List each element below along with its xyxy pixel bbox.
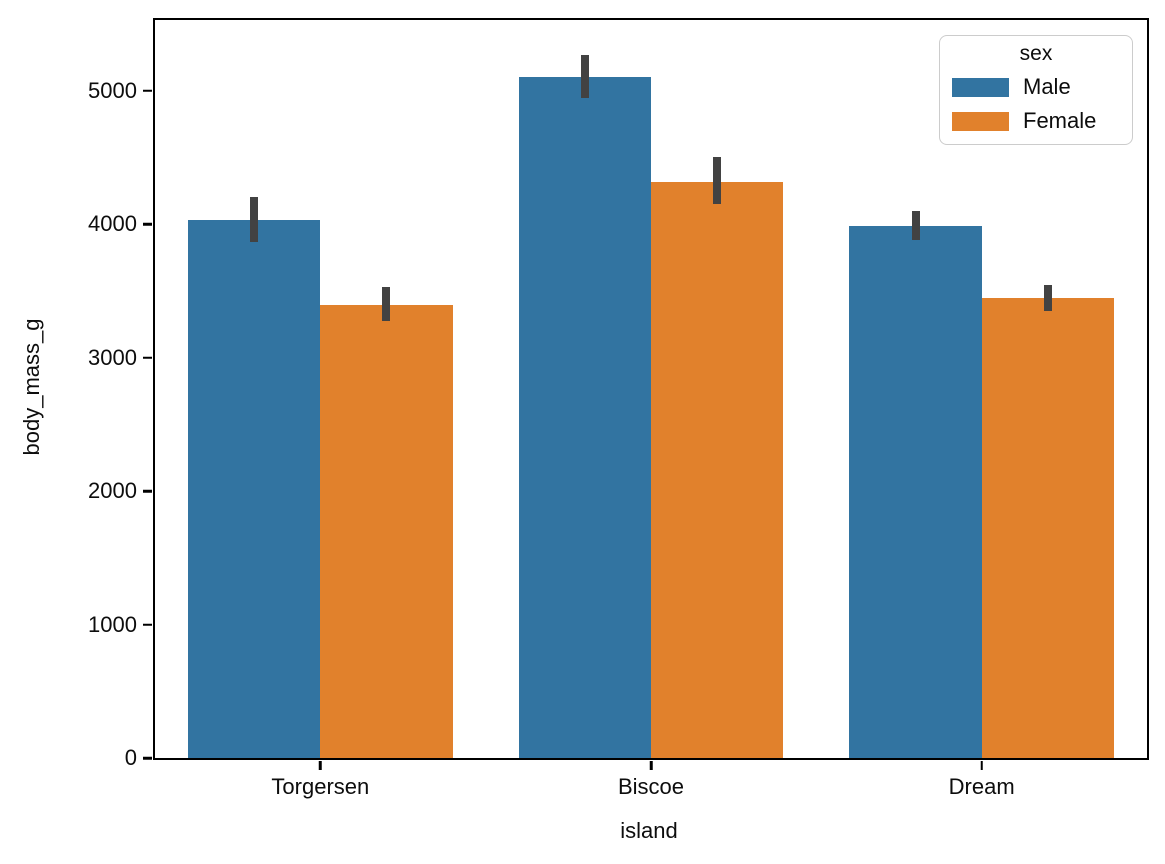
x-tick-label-torgersen: Torgersen xyxy=(271,774,370,799)
errorbar-biscoe-male xyxy=(580,54,589,99)
y-tick-label: 3000 xyxy=(88,344,137,370)
legend-title: sex xyxy=(1019,42,1053,65)
plot-area: 0 1000 2000 3000 4000 5000 Torgersen Biscoe Drea… xyxy=(88,18,1149,798)
y-tick-mark xyxy=(143,756,152,760)
legend-label-female: Female xyxy=(1023,108,1097,133)
y-tick-label: 4000 xyxy=(88,211,137,237)
errorbar-torgersen-male xyxy=(250,197,259,242)
y-tick-label: 5000 xyxy=(88,77,137,103)
bar-biscoe-female xyxy=(651,181,784,758)
x-axis-label: island xyxy=(620,818,678,843)
bar-dream-male xyxy=(849,225,982,758)
y-tick-label: 0 xyxy=(124,745,137,770)
y-tick-label: 2000 xyxy=(88,478,137,504)
bar-torgersen-female xyxy=(320,304,453,758)
x-tick-mark xyxy=(980,761,983,770)
errorbar-dream-male xyxy=(911,210,920,241)
bar-torgersen-male xyxy=(188,219,321,758)
legend-swatch-female xyxy=(952,111,1009,131)
legend-label-male: Male xyxy=(1023,74,1071,99)
bars-layer: 0 1000 2000 3000 4000 5000 Torgersen Biscoe Drea… xyxy=(88,20,1147,798)
y-axis-label: body_mass_g xyxy=(19,318,44,456)
y-tick-mark xyxy=(143,623,152,626)
y-tick-mark xyxy=(143,356,152,359)
x-tick-mark xyxy=(319,761,322,770)
bar-biscoe-male xyxy=(518,76,651,758)
errorbar-torgersen-female xyxy=(382,286,391,321)
bar-dream-female xyxy=(981,298,1114,758)
x-tick-mark xyxy=(649,761,653,770)
x-tick-label-dream: Dream xyxy=(948,774,1015,799)
legend-entries: Male Female xyxy=(952,74,1120,134)
y-tick-mark xyxy=(143,489,152,493)
y-tick-mark xyxy=(143,89,152,92)
legend: sex Male Female xyxy=(939,35,1133,145)
errorbar-dream-female xyxy=(1043,284,1052,311)
legend-entry-female: Female xyxy=(952,108,1120,134)
x-tick-label-biscoe: Biscoe xyxy=(617,774,685,799)
legend-entry-male: Male xyxy=(952,74,1120,100)
errorbar-biscoe-female xyxy=(713,157,722,205)
y-tick-label: 1000 xyxy=(88,611,137,637)
y-tick-mark xyxy=(143,222,152,226)
legend-swatch-male xyxy=(952,77,1009,97)
